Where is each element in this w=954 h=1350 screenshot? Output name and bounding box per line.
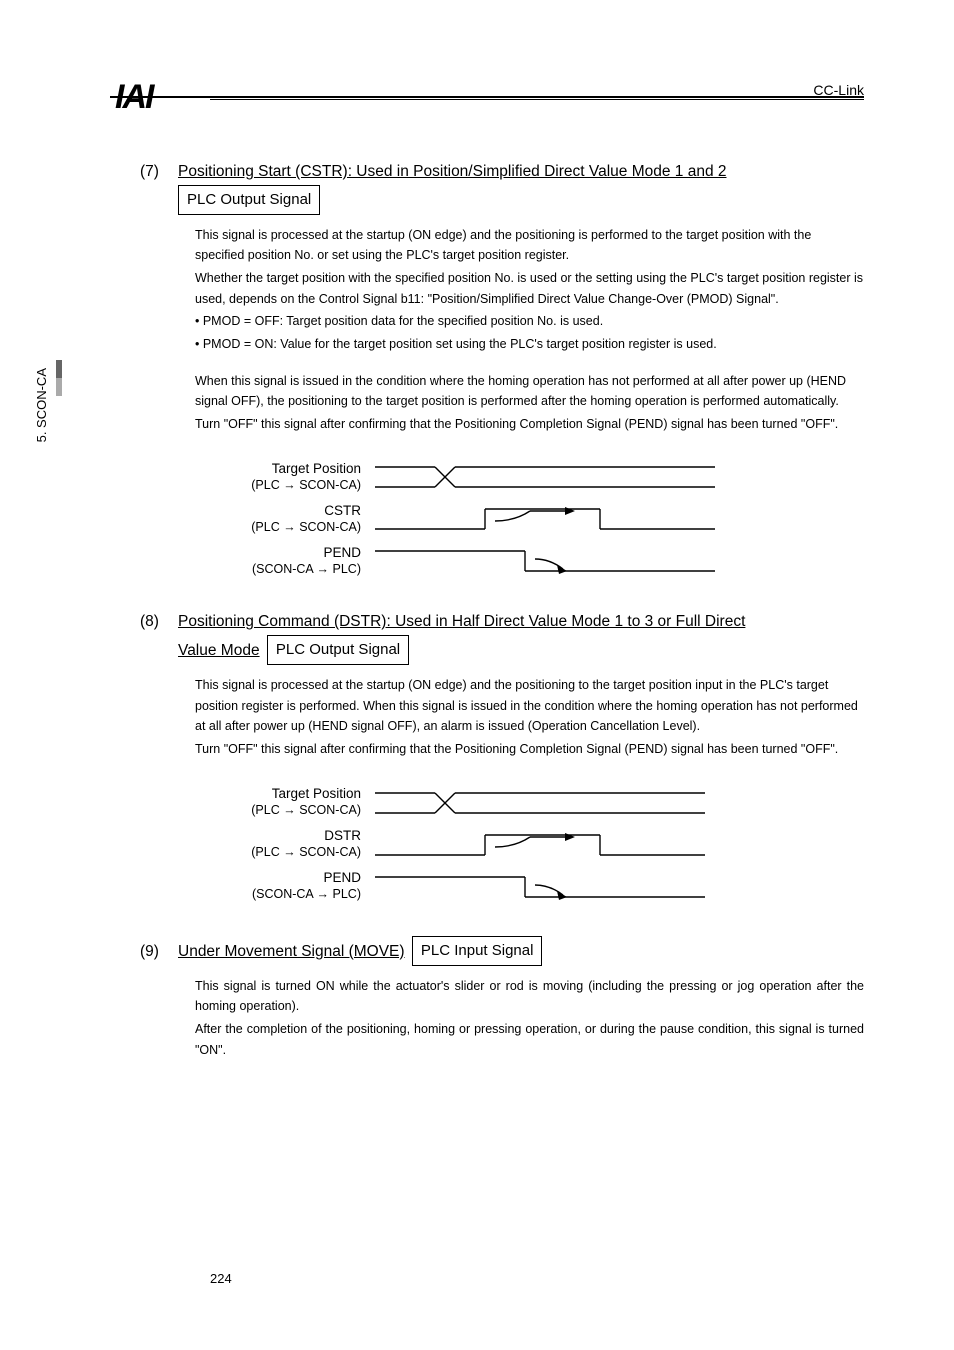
d2-r1-wave xyxy=(375,783,864,823)
header-rule xyxy=(110,96,864,98)
d1-r1-main: Target Position xyxy=(205,461,361,478)
d1-r2-wave xyxy=(375,499,864,539)
s8-p1: This signal is processed at the startup … xyxy=(195,675,864,737)
timing-diagram-dstr: Target Position(PLC → SCON-CA) DSTR(PLC … xyxy=(205,782,864,908)
plc-output-tag: PLC Output Signal xyxy=(178,185,320,215)
section-9-num: (9) xyxy=(140,940,178,965)
d1-r1-wave xyxy=(375,457,864,497)
section-8-heading-b: Value Mode xyxy=(178,642,260,659)
d1-r3-sub: (SCON-CA → PLC) xyxy=(205,562,361,578)
d2-r2-sub: (PLC → SCON-CA) xyxy=(205,845,361,861)
d1-r1-sub: (PLC → SCON-CA) xyxy=(205,478,361,494)
section-7-heading: Positioning Start (CSTR): Used in Positi… xyxy=(178,163,727,180)
section-8: (8)Positioning Command (DSTR): Used in H… xyxy=(140,610,864,907)
d2-r1-main: Target Position xyxy=(205,786,361,803)
s7-p3: When this signal is issued in the condit… xyxy=(195,371,864,412)
section-9-body: This signal is turned ON while the actua… xyxy=(195,976,864,1061)
section-7-num: (7) xyxy=(140,160,178,185)
d1-r2-sub: (PLC → SCON-CA) xyxy=(205,520,361,536)
s7-b2: • PMOD = ON: Value for the target positi… xyxy=(195,334,864,355)
page-number: 224 xyxy=(210,1271,232,1286)
d2-r3-wave xyxy=(375,867,864,907)
s8-p2: Turn "OFF" this signal after confirming … xyxy=(195,739,864,760)
header-right-label: CC-Link xyxy=(813,82,864,98)
section-7-body: This signal is processed at the startup … xyxy=(195,225,864,435)
d1-r2-main: CSTR xyxy=(205,503,361,520)
timing-diagram-cstr: Target Position(PLC → SCON-CA) CSTR(PLC … xyxy=(205,456,864,582)
section-7-title: (7)Positioning Start (CSTR): Used in Pos… xyxy=(140,160,864,215)
section-9-heading: Under Movement Signal (MOVE) xyxy=(178,943,405,960)
s7-b1: • PMOD = OFF: Target position data for t… xyxy=(195,311,864,332)
s9-p2: After the completion of the positioning,… xyxy=(195,1019,864,1060)
d2-r2-main: DSTR xyxy=(205,828,361,845)
d2-r3-main: PEND xyxy=(205,870,361,887)
side-tab-marker-light xyxy=(56,378,62,396)
page-content: (7)Positioning Start (CSTR): Used in Pos… xyxy=(140,160,864,1086)
d1-r3-main: PEND xyxy=(205,545,361,562)
plc-output-tag-2: PLC Output Signal xyxy=(267,635,409,665)
s7-p1: This signal is processed at the startup … xyxy=(195,225,864,266)
s7-p2: Whether the target position with the spe… xyxy=(195,268,864,309)
section-7: (7)Positioning Start (CSTR): Used in Pos… xyxy=(140,160,864,582)
d1-r3-wave xyxy=(375,541,864,581)
section-9-title: (9)Under Movement Signal (MOVE) PLC Inpu… xyxy=(140,936,864,966)
section-8-body: This signal is processed at the startup … xyxy=(195,675,864,760)
s7-p4: Turn "OFF" this signal after confirming … xyxy=(195,414,864,435)
plc-input-tag: PLC Input Signal xyxy=(412,936,543,966)
d2-r3-sub: (SCON-CA → PLC) xyxy=(205,887,361,903)
section-8-heading-a: Positioning Command (DSTR): Used in Half… xyxy=(178,613,745,630)
d2-r1-sub: (PLC → SCON-CA) xyxy=(205,803,361,819)
section-8-title: (8)Positioning Command (DSTR): Used in H… xyxy=(140,610,864,665)
section-9: (9)Under Movement Signal (MOVE) PLC Inpu… xyxy=(140,936,864,1061)
section-8-num: (8) xyxy=(140,610,178,635)
side-tab-text: 5. SCON-CA xyxy=(30,360,53,450)
side-tab-marker-dark xyxy=(56,360,62,378)
d2-r2-wave xyxy=(375,825,864,865)
s9-p1: This signal is turned ON while the actua… xyxy=(195,976,864,1017)
